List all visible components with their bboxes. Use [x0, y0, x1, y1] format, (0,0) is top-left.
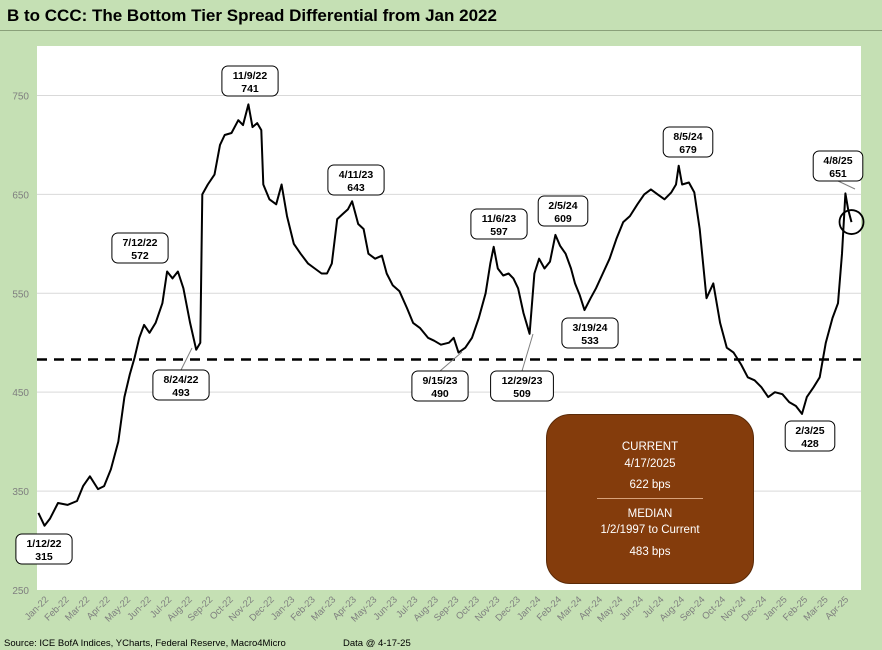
- annotation-date: 11/9/22: [233, 70, 268, 82]
- annotation-date: 8/5/24: [673, 131, 702, 143]
- annotation-date: 3/19/24: [572, 322, 607, 334]
- annotation-box: [327, 164, 385, 196]
- annotation-value: 533: [581, 335, 599, 347]
- annotation-box: [561, 317, 619, 349]
- annotation-date: 7/12/22: [122, 237, 157, 249]
- annotation-value: 428: [801, 438, 819, 450]
- annotation-date: 1/12/22: [26, 538, 61, 550]
- annotation-leader: [180, 347, 193, 371]
- y-tick-label: 550: [12, 289, 29, 300]
- annotation-value: 315: [35, 551, 53, 563]
- annotation-date: 9/15/23: [422, 375, 457, 387]
- current-label: CURRENT: [621, 441, 679, 453]
- annotation-value: 651: [829, 168, 847, 180]
- annotation-box: [221, 65, 279, 97]
- annotation-box: [15, 533, 73, 565]
- y-tick-label: 650: [12, 190, 29, 201]
- annotation-value: 490: [431, 388, 449, 400]
- box-separator: [597, 498, 703, 499]
- annotation-box: [152, 369, 210, 401]
- annotation-date: 8/24/22: [163, 374, 198, 386]
- chart-title: B to CCC: The Bottom Tier Spread Differe…: [7, 6, 497, 25]
- annotation-box: [411, 370, 469, 402]
- current-median-box: CURRENT 4/17/2025 622 bps MEDIAN 1/2/199…: [546, 414, 754, 584]
- annotation-leader: [521, 333, 534, 372]
- y-tick-label: 250: [12, 586, 29, 597]
- annotation-box: [784, 420, 836, 452]
- annotation-box: [812, 150, 864, 182]
- annotation-date: 12/29/23: [502, 375, 543, 387]
- annotation-date: 4/11/23: [339, 169, 374, 181]
- annotation-value: 741: [241, 83, 259, 95]
- x-tick-label: Apr-25: [823, 594, 851, 622]
- y-tick-label: 350: [12, 487, 29, 498]
- annotation-value: 572: [131, 250, 149, 262]
- title-divider: [0, 30, 882, 31]
- annotation-value: 493: [172, 387, 190, 399]
- annotation-box: [490, 370, 554, 402]
- annotation-leader: [439, 351, 463, 372]
- annotation-box: [537, 195, 589, 227]
- annotation-date: 2/5/24: [548, 200, 577, 212]
- annotation-value: 509: [513, 388, 531, 400]
- annotation-value: 643: [347, 182, 365, 194]
- annotation-box: [111, 232, 169, 264]
- annotation-value: 597: [490, 226, 508, 238]
- data-date-note: Data @ 4-17-25: [343, 638, 411, 649]
- annotation-value: 609: [554, 213, 572, 225]
- annotation-leader: [837, 180, 856, 190]
- current-date: 4/17/2025: [624, 458, 676, 470]
- annotation-date: 4/8/25: [823, 155, 852, 167]
- current-value: 622 bps: [629, 479, 671, 491]
- title-bar: [0, 0, 882, 30]
- median-value: 483 bps: [629, 546, 671, 558]
- annotation-box: [662, 126, 714, 158]
- spread-series-line: [37, 103, 853, 527]
- y-tick-label: 450: [12, 388, 29, 399]
- annotation-date: 2/3/25: [795, 425, 824, 437]
- annotation-value: 679: [679, 144, 697, 156]
- median-range: 1/2/1997 to Current: [600, 524, 700, 536]
- median-label: MEDIAN: [627, 508, 673, 520]
- current-value-marker: [838, 209, 865, 235]
- source-note: Source: ICE BofA Indices, YCharts, Feder…: [4, 638, 286, 649]
- annotation-box: [470, 208, 528, 240]
- y-tick-label: 750: [12, 91, 29, 102]
- annotation-date: 11/6/23: [482, 213, 517, 225]
